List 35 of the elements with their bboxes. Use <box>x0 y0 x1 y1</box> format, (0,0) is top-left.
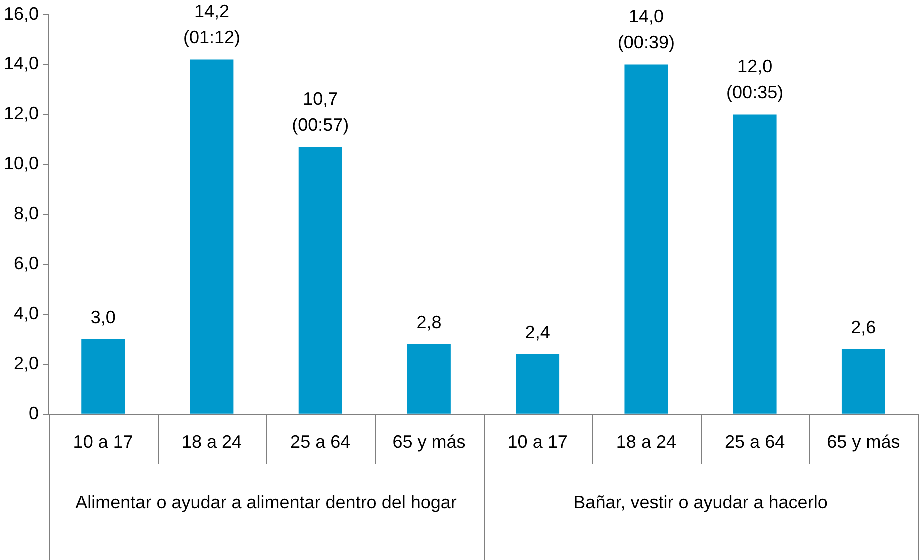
data-label: 2,8 <box>416 312 442 332</box>
y-tick-label: 2,0 <box>14 353 40 374</box>
data-label: 2,6 <box>851 317 876 338</box>
y-tick-label: 12,0 <box>4 104 40 124</box>
bar <box>407 344 451 414</box>
x-tick-label: 18 a 24 <box>182 432 242 452</box>
data-label: 14,0 (00:39) <box>618 6 675 53</box>
bar <box>842 349 886 414</box>
bar <box>298 147 342 414</box>
bar <box>624 64 668 414</box>
y-tick-label: 6,0 <box>14 254 40 274</box>
data-label: 14,2 (01:12) <box>183 2 240 48</box>
bar <box>82 339 126 414</box>
x-tick-label: 25 a 64 <box>725 432 786 452</box>
bar <box>190 60 234 414</box>
y-tick-label: 14,0 <box>4 54 40 74</box>
x-tick-label: 25 a 64 <box>290 432 351 452</box>
text: Bañar, vestir o ayudar a hacerlo <box>574 492 828 512</box>
x-tick-label: 10 a 17 <box>508 432 568 452</box>
y-tick-label: 0 <box>29 403 40 424</box>
data-label: 2,4 <box>525 322 550 342</box>
text: Alimentar o ayudar a alimentar dentro del hogar <box>76 492 457 512</box>
data-label: 10,7 (00:57) <box>292 89 350 136</box>
x-tick-label: 18 a 24 <box>616 432 676 452</box>
data-label: 3,0 <box>90 307 116 328</box>
x-tick-label: 65 y más <box>827 432 900 452</box>
bar <box>516 354 560 414</box>
y-tick-label: 10,0 <box>4 154 40 174</box>
y-tick-label: 16,0 <box>4 4 40 24</box>
y-tick-label: 8,0 <box>14 204 40 224</box>
bar <box>733 114 777 414</box>
y-tick-label: 4,0 <box>14 303 40 324</box>
data-label: 12,0 (00:35) <box>726 56 784 103</box>
x-tick-label: 65 y más <box>392 432 466 452</box>
x-tick-label: 10 a 17 <box>73 432 134 452</box>
